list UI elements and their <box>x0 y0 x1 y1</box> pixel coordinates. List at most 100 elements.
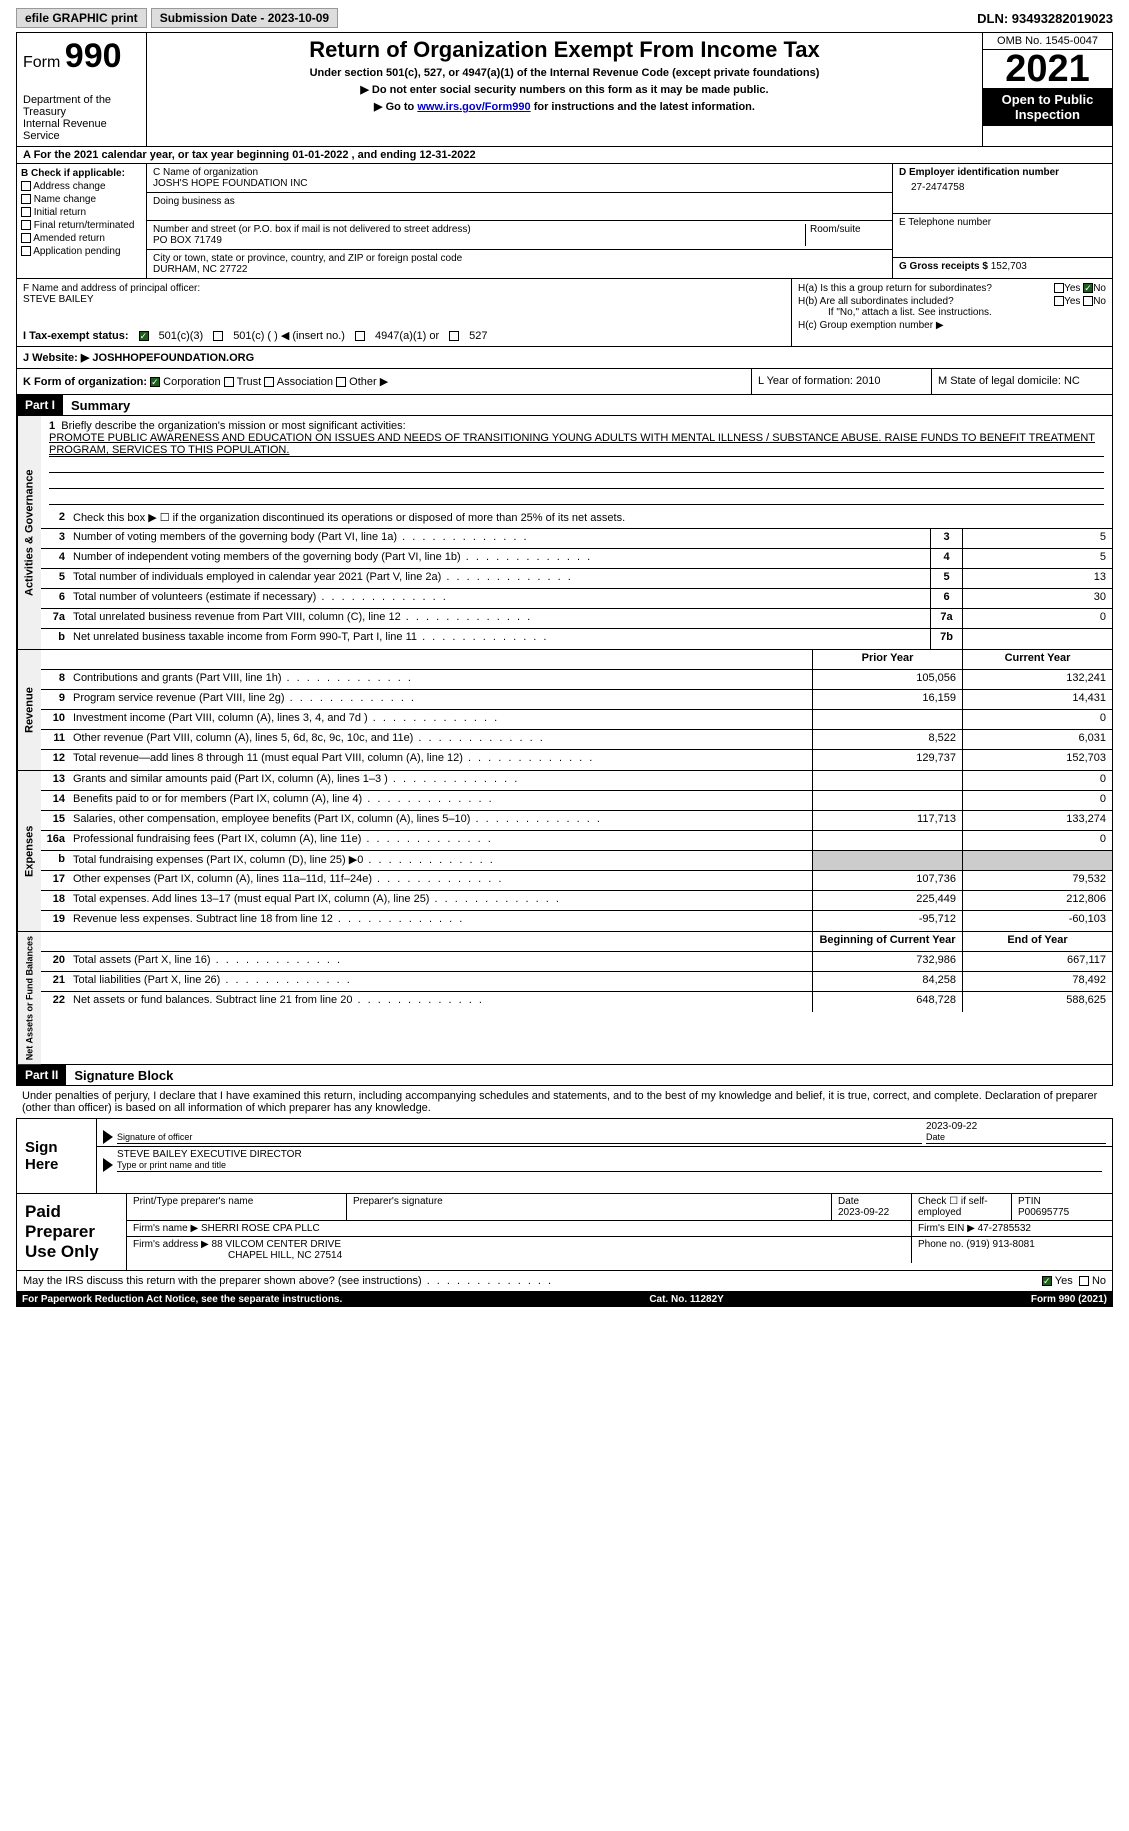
form-header: Form 990 Department of the Treasury Inte… <box>16 32 1113 147</box>
line-10-prior <box>812 710 962 729</box>
irs-link[interactable]: www.irs.gov/Form990 <box>417 101 530 113</box>
line-14-prior <box>812 791 962 810</box>
line-17-text: Other expenses (Part IX, column (A), lin… <box>69 871 812 890</box>
line-13-current: 0 <box>962 771 1112 790</box>
ein-val: 27-2474758 <box>899 182 1106 193</box>
line-3-val: 5 <box>962 529 1112 548</box>
subtitle-2: ▶ Do not enter social security numbers o… <box>151 83 978 96</box>
dept-label: Department of the Treasury <box>23 94 140 118</box>
firm-name-val: SHERRI ROSE CPA PLLC <box>201 1223 320 1234</box>
line-7a-text: Total unrelated business revenue from Pa… <box>69 609 930 628</box>
line-19-prior: -95,712 <box>812 911 962 931</box>
activities-governance-section: Activities & Governance 1 Briefly descri… <box>16 416 1113 650</box>
line-b-text: Total fundraising expenses (Part IX, col… <box>69 851 812 870</box>
arrow-icon <box>103 1130 113 1144</box>
cat-no: Cat. No. 11282Y <box>649 1294 723 1305</box>
ha-label: H(a) Is this a group return for subordin… <box>798 283 992 294</box>
line-18-text: Total expenses. Add lines 13–17 (must eq… <box>69 891 812 910</box>
line-6-text: Total number of volunteers (estimate if … <box>69 589 930 608</box>
part1-label: Part I <box>17 395 63 415</box>
sign-here-section: Sign Here Signature of officer 2023-09-2… <box>16 1118 1113 1194</box>
sig-name: STEVE BAILEY EXECUTIVE DIRECTOR <box>117 1149 302 1160</box>
l-year: L Year of formation: 2010 <box>752 369 932 394</box>
line-15-prior: 117,713 <box>812 811 962 830</box>
k-trust: Trust <box>237 376 262 388</box>
ha-yes: Yes <box>1064 283 1080 294</box>
subtitle-1: Under section 501(c), 527, or 4947(a)(1)… <box>151 67 978 79</box>
ptin-label: PTIN <box>1018 1196 1041 1207</box>
firm-addr2-val: CHAPEL HILL, NC 27514 <box>228 1250 342 1261</box>
officer-name: STEVE BAILEY <box>23 294 785 305</box>
line-8-text: Contributions and grants (Part VIII, lin… <box>69 670 812 689</box>
discuss-yes: Yes <box>1055 1275 1073 1287</box>
paid-preparer-section: Paid Preparer Use Only Print/Type prepar… <box>16 1194 1113 1271</box>
public-inspection: Open to Public Inspection <box>983 88 1112 126</box>
line-11-text: Other revenue (Part VIII, column (A), li… <box>69 730 812 749</box>
website-row: J Website: ▶ JOSHHOPEFOUNDATION.ORG <box>16 347 1113 369</box>
paid-prep-label: Paid Preparer Use Only <box>17 1194 127 1270</box>
line-5-val: 13 <box>962 569 1112 588</box>
row-a-period: A For the 2021 calendar year, or tax yea… <box>16 147 1113 164</box>
part2-title: Signature Block <box>74 1068 173 1083</box>
k-assoc: Association <box>277 376 333 388</box>
line-12-prior: 129,737 <box>812 750 962 770</box>
sig-declaration: Under penalties of perjury, I declare th… <box>16 1086 1113 1118</box>
website-val: JOSHHOPEFOUNDATION.ORG <box>92 352 254 364</box>
cb-527 <box>449 331 459 341</box>
line-9-current: 14,431 <box>962 690 1112 709</box>
addr-val: PO BOX 71749 <box>153 235 801 246</box>
line-17-current: 79,532 <box>962 871 1112 890</box>
gross-label: G Gross receipts $ <box>899 261 988 272</box>
line-b-val <box>962 629 1112 649</box>
line-22-prior: 648,728 <box>812 992 962 1012</box>
sig-date-label: Date <box>926 1132 945 1142</box>
line-21-text: Total liabilities (Part X, line 26) <box>69 972 812 991</box>
vert-revenue: Revenue <box>17 650 41 770</box>
section-fh: F Name and address of principal officer:… <box>16 279 1113 347</box>
line-6-val: 30 <box>962 589 1112 608</box>
section-bcdefg: B Check if applicable: Address change Na… <box>16 164 1113 279</box>
line-20-current: 667,117 <box>962 952 1112 971</box>
cb-name: Name change <box>34 194 96 205</box>
expenses-section: Expenses 13Grants and similar amounts pa… <box>16 771 1113 932</box>
discuss-text: May the IRS discuss this return with the… <box>23 1275 1042 1287</box>
k-other: Other ▶ <box>349 376 388 388</box>
line-22-text: Net assets or fund balances. Subtract li… <box>69 992 812 1012</box>
dba-label: Doing business as <box>153 196 886 207</box>
firm-ein-val: 47-2785532 <box>978 1223 1031 1234</box>
sign-here-label: Sign Here <box>17 1119 97 1193</box>
website-label: J Website: ▶ <box>23 352 89 364</box>
line-18-prior: 225,449 <box>812 891 962 910</box>
line-b-prior <box>812 851 962 870</box>
opt-527: 527 <box>469 330 487 342</box>
cb-4947 <box>355 331 365 341</box>
box-b-label: B Check if applicable: <box>21 168 142 179</box>
line-16a-current: 0 <box>962 831 1112 850</box>
line-9-prior: 16,159 <box>812 690 962 709</box>
line-21-prior: 84,258 <box>812 972 962 991</box>
part2-label: Part II <box>17 1065 66 1085</box>
dln-label: DLN: 93493282019023 <box>977 11 1113 26</box>
line-22-current: 588,625 <box>962 992 1112 1012</box>
ein-label: D Employer identification number <box>899 167 1106 178</box>
submission-date-button[interactable]: Submission Date - 2023-10-09 <box>151 8 338 28</box>
line-10-text: Investment income (Part VIII, column (A)… <box>69 710 812 729</box>
firm-phone-label: Phone no. <box>918 1239 964 1250</box>
line-11-current: 6,031 <box>962 730 1112 749</box>
prep-name-label: Print/Type preparer's name <box>127 1194 347 1220</box>
line-15-current: 133,274 <box>962 811 1112 830</box>
form-word: Form <box>23 54 60 71</box>
efile-print-button[interactable]: efile GRAPHIC print <box>16 8 147 28</box>
paperwork-notice: For Paperwork Reduction Act Notice, see … <box>22 1294 342 1305</box>
line-12-current: 152,703 <box>962 750 1112 770</box>
line-15-text: Salaries, other compensation, employee b… <box>69 811 812 830</box>
arrow-icon-2 <box>103 1158 113 1172</box>
ptin-val: P00695775 <box>1018 1207 1069 1218</box>
cb-pending: Application pending <box>33 246 120 257</box>
line-20-text: Total assets (Part X, line 16) <box>69 952 812 971</box>
cb-address: Address change <box>33 181 105 192</box>
line-b-box: 7b <box>930 629 962 649</box>
line-4-text: Number of independent voting members of … <box>69 549 930 568</box>
room-label: Room/suite <box>806 224 886 246</box>
irs-label: Internal Revenue Service <box>23 118 140 142</box>
